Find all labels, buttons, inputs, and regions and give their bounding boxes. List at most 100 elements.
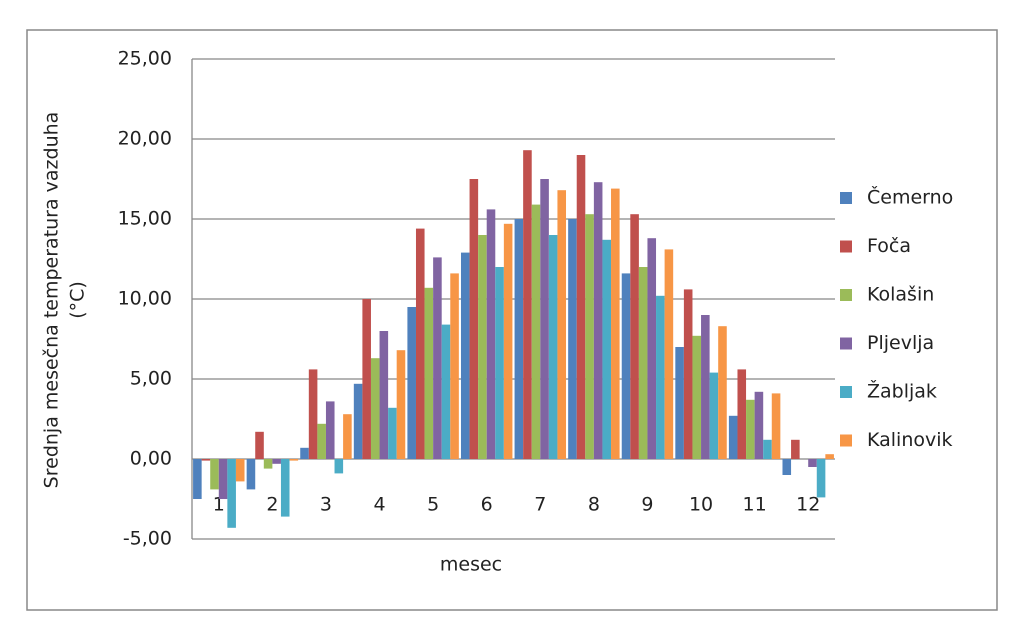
x-tick-label: 6 [481, 494, 493, 516]
x-tick-label: 12 [796, 494, 820, 516]
legend-label: Foča [867, 235, 911, 257]
y-axis-label: (°C) [67, 281, 89, 319]
legend-swatch [840, 337, 852, 350]
y-tick-label: 10,00 [118, 288, 172, 310]
legend-swatch [840, 386, 852, 398]
legend-label: Kolašin [867, 284, 934, 306]
bar [531, 204, 541, 459]
bar [300, 447, 309, 459]
bar [638, 267, 648, 459]
bar [235, 459, 245, 482]
bar [621, 273, 631, 459]
x-tick-label: 4 [373, 494, 385, 516]
bar [193, 459, 202, 499]
legend-swatch [840, 192, 852, 204]
x-tick-label: 7 [534, 494, 546, 516]
bar [557, 190, 567, 459]
bar [701, 315, 710, 459]
bar [523, 150, 532, 459]
bar [503, 223, 513, 459]
bar [227, 459, 236, 528]
bar [334, 459, 344, 474]
bar [709, 372, 719, 459]
bar [630, 214, 639, 459]
bar [478, 235, 487, 459]
bar [647, 238, 657, 459]
bar [737, 369, 747, 459]
bar [379, 331, 389, 459]
x-tick-label: 8 [588, 494, 600, 516]
bar [540, 179, 549, 459]
y-axis-label: Srednja mesečna temperatura vazduha [41, 112, 63, 489]
bar [683, 289, 693, 459]
bar [486, 209, 496, 459]
bar [201, 459, 211, 461]
bar [415, 228, 425, 459]
bar [763, 439, 772, 459]
bar [255, 431, 264, 459]
y-tick-label: -5,00 [123, 528, 172, 550]
bar [664, 249, 674, 459]
bar [808, 459, 817, 467]
x-tick-label: 10 [689, 494, 713, 516]
bar [746, 399, 755, 459]
bar [576, 155, 586, 459]
bar [450, 273, 459, 459]
bar [218, 459, 228, 499]
bar [246, 459, 256, 490]
bar [396, 350, 406, 459]
bar [825, 454, 834, 459]
bar [495, 267, 504, 459]
bar [210, 459, 219, 490]
bar [370, 358, 380, 459]
bar [388, 407, 397, 459]
x-tick-label: 5 [427, 494, 439, 516]
bar [407, 307, 416, 459]
bar [593, 182, 603, 459]
legend-swatch [840, 434, 852, 447]
bar [548, 235, 558, 459]
bar [460, 252, 470, 459]
y-tick-label: 0,00 [130, 448, 172, 470]
bar [692, 335, 702, 459]
bar [362, 299, 371, 459]
x-tick-label: 3 [320, 494, 332, 516]
bar [441, 324, 451, 459]
bar [771, 393, 781, 459]
bar [675, 347, 684, 459]
bar [656, 295, 665, 459]
bar [289, 459, 299, 461]
bar [469, 179, 479, 459]
bar [280, 459, 290, 517]
bar [514, 219, 524, 459]
legend-label: Žabljak [867, 380, 937, 403]
bar [317, 423, 326, 459]
legend-swatch [840, 240, 852, 253]
y-tick-label: 25,00 [118, 48, 172, 70]
legend-label: Kalinovik [867, 429, 953, 451]
bar [343, 414, 352, 459]
y-tick-label: 5,00 [130, 368, 172, 390]
bar [424, 287, 434, 459]
legend-label: Pljevlja [867, 332, 934, 354]
bar [791, 439, 800, 459]
x-tick-label: 11 [743, 494, 767, 516]
bar [585, 214, 594, 459]
bar [728, 415, 738, 459]
legend-swatch [840, 289, 852, 301]
bar [754, 391, 764, 459]
bar [602, 239, 612, 459]
chart-frame [26, 29, 998, 611]
y-tick-label: 15,00 [118, 208, 172, 230]
bar [353, 383, 363, 459]
x-axis-label: mesec [440, 554, 502, 576]
bar [308, 369, 318, 459]
y-tick-label: 20,00 [118, 128, 172, 150]
bar [718, 326, 727, 459]
bar [568, 219, 577, 459]
bar [325, 401, 335, 459]
legend-label: Čemerno [867, 185, 953, 209]
bar [433, 257, 442, 459]
x-tick-label: 9 [641, 494, 653, 516]
